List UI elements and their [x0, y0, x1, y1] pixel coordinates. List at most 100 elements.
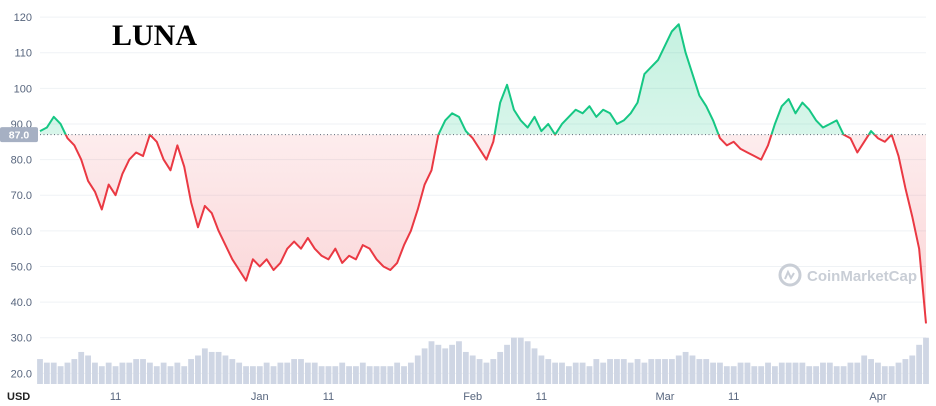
volume-bar	[723, 366, 730, 384]
volume-bar	[311, 362, 318, 384]
grid-lines	[40, 16, 926, 374]
volume-bar	[627, 362, 634, 384]
x-tick-label: Feb	[463, 391, 482, 403]
volume-bar	[778, 362, 785, 384]
volume-bar	[717, 362, 723, 384]
x-tick-label: Jan	[251, 391, 269, 403]
volume-bar	[153, 366, 160, 384]
volume-bar	[895, 362, 902, 384]
volume-bar	[524, 341, 531, 384]
volume-bar	[820, 362, 826, 384]
volume-bar	[421, 348, 428, 384]
volume-bar	[462, 351, 469, 384]
price-line	[39, 23, 927, 324]
volume-bar	[263, 362, 270, 384]
volume-bar	[545, 359, 552, 384]
volume-bar	[366, 366, 373, 384]
volume-bar	[854, 362, 861, 384]
volume-bar	[37, 359, 43, 384]
volume-bar	[277, 362, 284, 384]
volume-bar	[146, 362, 153, 384]
volume-bar	[737, 362, 744, 384]
volume-bar	[751, 366, 758, 384]
area-above	[40, 24, 875, 135]
volume-bar	[593, 359, 600, 384]
y-tick-label: 100	[14, 83, 32, 95]
volume-bar	[559, 362, 565, 384]
volume-bar	[98, 366, 105, 384]
volume-bar	[325, 366, 332, 384]
volume-bar	[64, 362, 71, 384]
x-tick-label: 11	[728, 391, 739, 403]
volume-bar	[43, 362, 50, 384]
x-tick-label: Mar	[656, 391, 675, 403]
reference-badge: 87.0	[0, 127, 38, 143]
volume-bar	[579, 362, 586, 384]
volume-bar	[236, 362, 243, 384]
y-tick-label: 50.0	[11, 261, 32, 273]
volume-bar	[662, 359, 668, 384]
x-tick-label: 11	[323, 391, 334, 403]
volume-bar	[126, 362, 133, 384]
volume-bar	[799, 362, 806, 384]
volume-bar	[119, 362, 126, 384]
volume-bar	[916, 344, 923, 384]
volume-bars	[37, 337, 929, 384]
y-axis: 20.030.040.050.060.070.080.090.010011012…	[11, 12, 32, 380]
volume-bar	[771, 366, 778, 384]
price-fill	[40, 24, 926, 324]
y-tick-label: 40.0	[11, 297, 32, 309]
volume-bar	[284, 362, 291, 384]
x-tick-label: 11	[110, 391, 121, 403]
volume-bar	[792, 362, 799, 384]
volume-bar	[428, 341, 435, 384]
volume-bar	[538, 355, 545, 384]
volume-bar	[160, 362, 167, 384]
volume-bar	[469, 355, 476, 384]
volume-bar	[806, 366, 813, 384]
volume-bar	[833, 366, 840, 384]
volume-bar	[414, 355, 421, 384]
volume-bar	[497, 351, 504, 384]
volume-bar	[710, 362, 716, 384]
x-axis: 11 Jan 11 Feb 11 Mar 11 Apr	[110, 391, 887, 403]
volume-bar	[607, 359, 613, 384]
volume-bar	[668, 359, 675, 384]
volume-bar	[304, 362, 311, 384]
volume-bar	[517, 337, 524, 384]
volume-bar	[174, 362, 181, 384]
volume-bar	[826, 362, 833, 384]
volume-bar	[483, 362, 490, 384]
volume-bar	[105, 362, 112, 384]
volume-bar	[195, 355, 201, 384]
line-below	[64, 134, 927, 324]
volume-bar	[78, 351, 85, 384]
volume-bar	[875, 362, 881, 384]
volume-bar	[675, 355, 682, 384]
volume-bar	[85, 355, 91, 384]
volume-bar	[332, 366, 339, 384]
volume-bar	[641, 362, 648, 384]
volume-bar	[435, 344, 442, 384]
currency-label: USD	[7, 391, 30, 403]
y-tick-label: 60.0	[11, 226, 32, 238]
volume-bar	[50, 362, 57, 384]
chart-title: LUNA	[112, 19, 197, 52]
volume-bar	[201, 348, 208, 384]
volume-bar	[442, 348, 449, 384]
volume-bar	[614, 359, 620, 384]
volume-bar	[655, 359, 662, 384]
volume-bar	[840, 366, 847, 384]
volume-bar	[380, 366, 387, 384]
volume-bar	[552, 362, 559, 384]
volume-bar	[504, 344, 510, 384]
volume-bar	[531, 348, 538, 384]
volume-bar	[270, 366, 277, 384]
volume-bar	[298, 359, 304, 384]
volume-bar	[92, 362, 98, 384]
volume-bar	[689, 355, 696, 384]
y-tick-label: 30.0	[11, 333, 32, 345]
volume-bar	[648, 359, 655, 384]
area-below	[40, 134, 926, 324]
volume-bar	[407, 362, 414, 384]
